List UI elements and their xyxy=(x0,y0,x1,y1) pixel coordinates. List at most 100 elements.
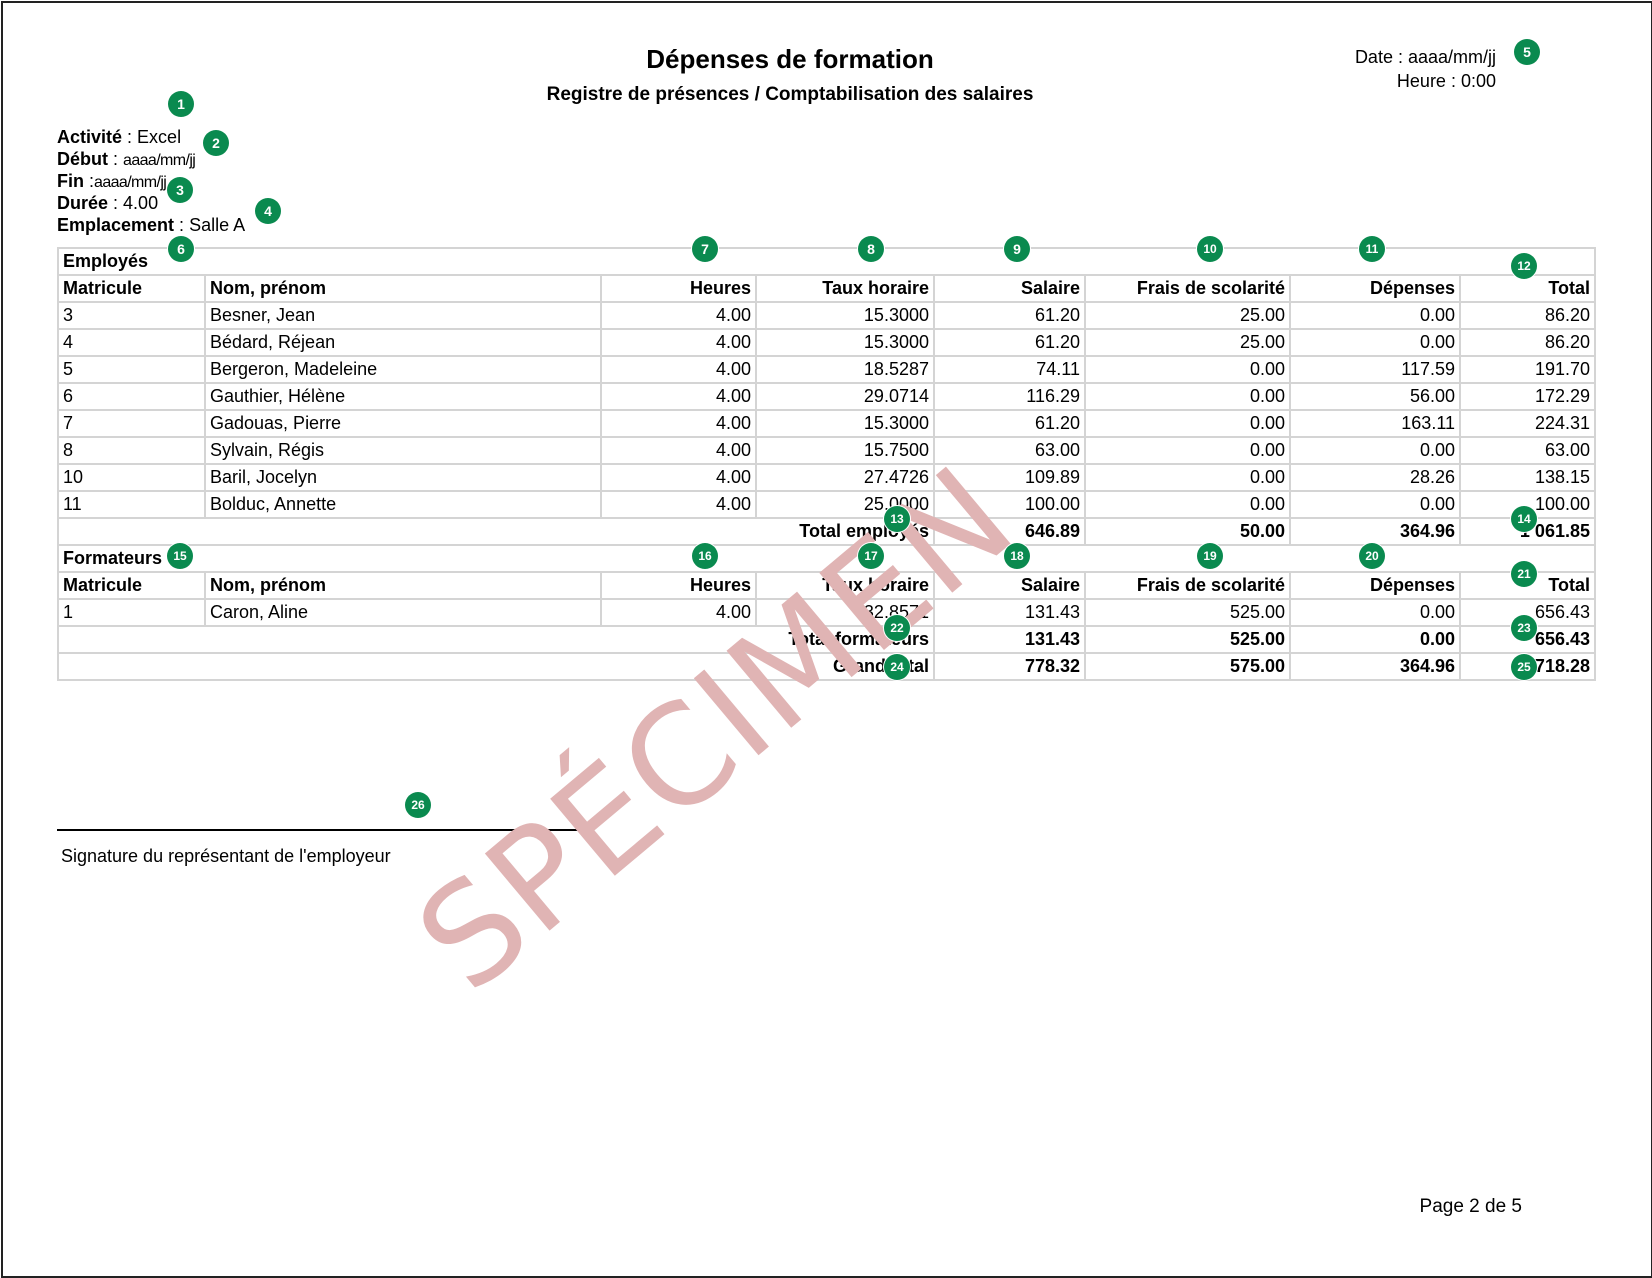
callout-badge-25: 25 xyxy=(1511,654,1537,680)
grand-total-row: Grand total 778.32 575.00 364.96 1 718.28 xyxy=(57,652,1596,681)
cell-salaire: 61.20 xyxy=(933,409,1086,438)
callout-badge-19: 19 xyxy=(1197,543,1223,569)
cell-taux: 15.7500 xyxy=(755,436,935,465)
section-spacer xyxy=(601,544,756,573)
total-row-employes: Total employés 646.89 50.00 364.96 1 061.85 xyxy=(57,517,1596,546)
cell-taux: 29.0714 xyxy=(755,382,935,411)
signature-line xyxy=(57,829,590,831)
cell-matricule: 1 xyxy=(57,598,206,627)
table-row: 10 Baril, Jocelyn 4.00 27.4726 109.89 0.00 28.… xyxy=(57,463,1596,492)
callout-badge-15: 15 xyxy=(167,543,193,569)
column-header-heures: Heures xyxy=(600,274,757,303)
cell-nom: Caron, Aline xyxy=(204,598,602,627)
cell-nom: Bolduc, Annette xyxy=(204,490,602,519)
page-number: Page 2 de 5 xyxy=(1419,1196,1522,1217)
cell-taux: 27.4726 xyxy=(755,463,935,492)
cell-depenses: 0.00 xyxy=(1289,490,1461,519)
callout-badge-2: 2 xyxy=(203,130,229,156)
section-spacer xyxy=(205,544,601,573)
total-frais: 525.00 xyxy=(1084,625,1291,654)
cell-salaire: 61.20 xyxy=(933,328,1086,357)
column-header-frais: Frais de scolarité xyxy=(1084,274,1291,303)
table-row: 1 Caron, Aline 4.00 32.8571 131.43 525.00 0.00… xyxy=(57,598,1596,627)
cell-salaire: 61.20 xyxy=(933,301,1086,330)
cell-heures: 4.00 xyxy=(600,328,757,357)
total-label-formateurs: Total formateurs xyxy=(57,625,934,654)
cell-taux: 18.5287 xyxy=(755,355,935,384)
cell-total: 172.29 xyxy=(1459,382,1596,411)
cell-total: 63.00 xyxy=(1459,436,1596,465)
cell-matricule: 11 xyxy=(57,490,206,519)
callout-badge-14: 14 xyxy=(1511,506,1537,532)
total-salaire: 131.43 xyxy=(933,625,1086,654)
cell-taux: 25.0000 xyxy=(755,490,935,519)
callout-badge-1: 1 xyxy=(168,91,194,117)
callout-badge-22: 22 xyxy=(884,615,910,641)
cell-depenses: 28.26 xyxy=(1289,463,1461,492)
callout-badge-17: 17 xyxy=(858,543,884,569)
section-spacer xyxy=(756,544,934,573)
activity-line: Activité : Excel xyxy=(57,127,182,147)
column-header-nom: Nom, prénom xyxy=(204,274,602,303)
cell-matricule: 8 xyxy=(57,436,206,465)
cell-total: 191.70 xyxy=(1459,355,1596,384)
table-row: 11 Bolduc, Annette 4.00 25.0000 100.00 0.00 0.… xyxy=(57,490,1596,519)
end-date-line: Fin :aaaa/mm/jj xyxy=(57,171,167,191)
cell-matricule: 3 xyxy=(57,301,206,330)
location-line: Emplacement : Salle A xyxy=(57,215,246,235)
cell-taux: 15.3000 xyxy=(755,301,935,330)
cell-nom: Besner, Jean xyxy=(204,301,602,330)
report-subtitle: Registre de présences / Comptabilisation… xyxy=(546,84,1034,105)
cell-depenses: 117.59 xyxy=(1289,355,1461,384)
grand-total-salaire: 778.32 xyxy=(933,652,1086,681)
column-header-taux: Taux horaire xyxy=(755,571,935,600)
cell-salaire: 131.43 xyxy=(933,598,1086,627)
grand-total-depenses: 364.96 xyxy=(1289,652,1461,681)
total-depenses: 364.96 xyxy=(1289,517,1461,546)
callout-badge-13: 13 xyxy=(884,506,910,532)
column-header-depenses: Dépenses xyxy=(1289,571,1461,600)
column-header-depenses: Dépenses xyxy=(1289,274,1461,303)
column-header-nom: Nom, prénom xyxy=(204,571,602,600)
cell-total: 224.31 xyxy=(1459,409,1596,438)
cell-frais: 0.00 xyxy=(1084,463,1291,492)
column-header-salaire: Salaire xyxy=(933,274,1086,303)
cell-frais: 25.00 xyxy=(1084,328,1291,357)
cell-taux: 15.3000 xyxy=(755,409,935,438)
total-depenses: 0.00 xyxy=(1289,625,1461,654)
cell-taux: 15.3000 xyxy=(755,328,935,357)
cell-heures: 4.00 xyxy=(600,355,757,384)
report-time: Heure : 0:00 xyxy=(1396,71,1496,91)
table-row: 3 Besner, Jean 4.00 15.3000 61.20 25.00 0.00 86… xyxy=(57,301,1596,330)
table-row: 6 Gauthier, Hélène 4.00 29.0714 116.29 0.00 56… xyxy=(57,382,1596,411)
callout-badge-16: 16 xyxy=(692,543,718,569)
callout-badge-11: 11 xyxy=(1359,236,1385,262)
cell-total: 86.20 xyxy=(1459,328,1596,357)
cell-nom: Gauthier, Hélène xyxy=(204,382,602,411)
cell-matricule: 6 xyxy=(57,382,206,411)
section-spacer xyxy=(601,247,756,276)
cell-salaire: 74.11 xyxy=(933,355,1086,384)
cell-nom: Baril, Jocelyn xyxy=(204,463,602,492)
cell-matricule: 5 xyxy=(57,355,206,384)
callout-badge-18: 18 xyxy=(1004,543,1030,569)
column-header-matricule: Matricule xyxy=(57,571,206,600)
table-row: 7 Gadouas, Pierre 4.00 15.3000 61.20 0.00 163.… xyxy=(57,409,1596,438)
cell-depenses: 0.00 xyxy=(1289,436,1461,465)
column-header-matricule: Matricule xyxy=(57,274,206,303)
callout-badge-12: 12 xyxy=(1511,253,1537,279)
callout-badge-8: 8 xyxy=(858,236,884,262)
cell-total: 138.15 xyxy=(1459,463,1596,492)
duration-line: Durée : 4.00 xyxy=(57,193,159,213)
section-row-employes: Employés xyxy=(57,247,1596,276)
cell-nom: Gadouas, Pierre xyxy=(204,409,602,438)
cell-depenses: 0.00 xyxy=(1289,328,1461,357)
cell-frais: 525.00 xyxy=(1084,598,1291,627)
start-date-line: Début : aaaa/mm/jj xyxy=(57,149,196,169)
cell-taux: 32.8571 xyxy=(755,598,935,627)
cell-matricule: 4 xyxy=(57,328,206,357)
column-header-total: Total xyxy=(1459,274,1596,303)
cell-nom: Bédard, Réjean xyxy=(204,328,602,357)
callout-badge-10: 10 xyxy=(1197,236,1223,262)
callout-badge-9: 9 xyxy=(1004,236,1030,262)
